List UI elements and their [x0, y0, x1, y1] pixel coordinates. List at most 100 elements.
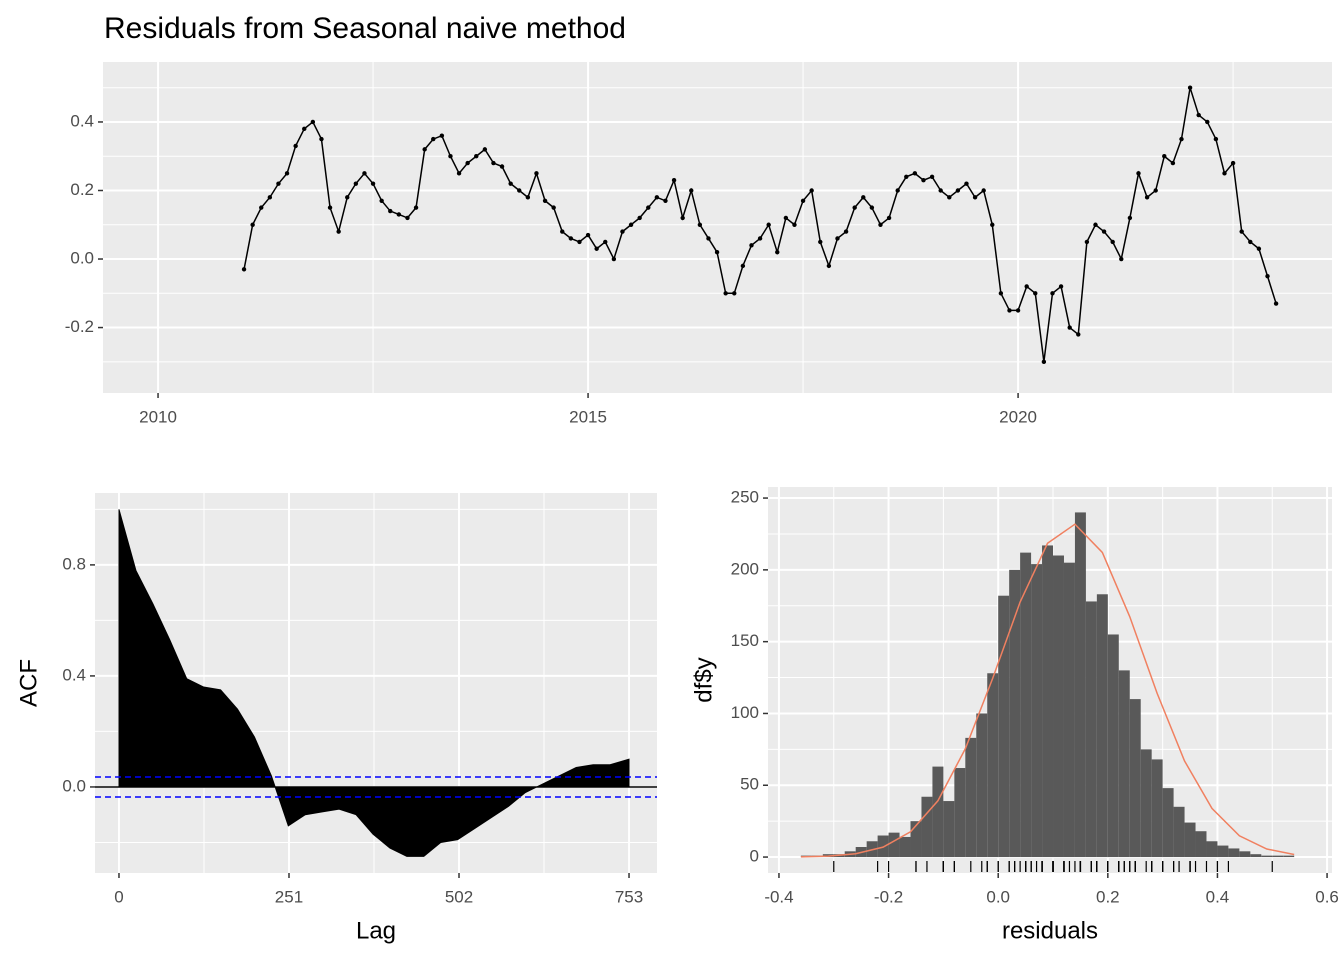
residual-point: [697, 222, 703, 227]
residual-point: [775, 249, 780, 255]
residual-point: [585, 232, 591, 238]
residual-point: [1007, 308, 1012, 313]
residual-point: [938, 188, 943, 193]
x-tick-label: 2010: [139, 407, 177, 426]
residual-point: [1076, 332, 1081, 337]
histogram-bar: [1250, 854, 1262, 858]
residual-point: [405, 215, 410, 221]
residual-point: [499, 164, 505, 169]
residual-point: [611, 256, 617, 262]
y-tick-label: 0.0: [70, 249, 94, 268]
residual-point: [972, 195, 978, 200]
y-tick-label: 200: [731, 559, 759, 578]
residual-point: [749, 243, 754, 248]
histogram-bar: [1173, 806, 1185, 858]
residual-point: [783, 215, 789, 221]
residual-point: [517, 188, 522, 193]
residual-point: [904, 174, 909, 179]
residual-point: [396, 212, 402, 217]
residual-point: [1265, 273, 1270, 279]
residual-point: [534, 171, 539, 176]
residual-point: [267, 195, 273, 200]
residual-point: [508, 181, 513, 186]
residual-point: [895, 188, 900, 193]
residual-point: [542, 198, 548, 203]
residual-point: [1144, 195, 1150, 200]
residual-point: [1256, 246, 1262, 251]
histogram-bar: [1063, 562, 1075, 858]
residual-point: [766, 222, 771, 227]
residual-point: [1196, 112, 1201, 118]
residual-point: [379, 198, 384, 203]
x-axis-label: residuals: [1002, 917, 1098, 944]
histogram-bar: [1074, 512, 1086, 858]
chart-title: Residuals from Seasonal naive method: [104, 12, 626, 45]
histogram-bar: [1239, 851, 1251, 858]
residual-point: [456, 171, 462, 176]
residual-point: [594, 246, 599, 251]
residual-point: [603, 239, 608, 245]
histogram-bar: [1053, 555, 1064, 858]
residual-point: [723, 291, 728, 296]
residual-point: [947, 195, 952, 200]
residual-point: [1067, 325, 1072, 330]
residual-point: [757, 236, 763, 241]
residual-point: [1119, 256, 1124, 262]
histogram-bar: [1228, 848, 1240, 858]
histogram-bar: [1206, 841, 1218, 858]
y-tick-label: 0.4: [70, 111, 94, 130]
residual-point: [1110, 239, 1115, 245]
residual-point: [990, 222, 995, 227]
residual-point: [663, 198, 668, 203]
histogram-bar: [1031, 564, 1043, 858]
residual-point: [1230, 160, 1236, 166]
histogram-bar: [1283, 855, 1295, 858]
residual-point: [439, 133, 445, 138]
x-tick-label: 0.4: [1206, 887, 1230, 906]
residual-point: [861, 195, 866, 200]
y-tick-label: 50: [740, 775, 759, 794]
residual-point: [1273, 301, 1279, 306]
histogram-bar: [1272, 855, 1284, 858]
y-tick-label: 0.8: [62, 554, 86, 573]
residual-point: [422, 147, 427, 152]
histogram-bar: [965, 737, 977, 858]
residual-point: [981, 188, 986, 193]
residual-point: [241, 267, 247, 272]
x-tick-label: -0.4: [764, 887, 793, 906]
residual-point: [1024, 284, 1029, 289]
residual-point: [1084, 239, 1090, 245]
histogram-bar: [1217, 845, 1229, 858]
residual-point: [276, 181, 281, 186]
density-curve: [800, 523, 1295, 858]
panel-background: [103, 62, 1332, 393]
x-tick-label: 2020: [999, 407, 1037, 426]
x-tick-label: 753: [615, 887, 643, 906]
residual-point: [388, 208, 393, 214]
residual-point: [1093, 222, 1098, 227]
residual-point: [714, 249, 720, 255]
histogram-bar: [1042, 545, 1054, 858]
residual-point: [336, 229, 341, 234]
residual-point: [1187, 85, 1193, 90]
histogram-bar: [1085, 601, 1097, 858]
residual-point: [921, 178, 926, 183]
residual-point: [1248, 239, 1253, 245]
y-tick-label: 0.2: [70, 180, 94, 199]
x-tick-label: 0.6: [1315, 887, 1339, 906]
y-tick-label: 0.4: [62, 665, 86, 684]
residual-point: [284, 171, 290, 176]
histogram-bar: [888, 832, 900, 858]
residual-point: [560, 229, 565, 234]
y-axis-label: ACF: [15, 659, 42, 707]
residual-point: [628, 222, 634, 227]
residual-point: [1162, 154, 1167, 159]
residual-point: [1239, 229, 1244, 234]
residual-point: [370, 181, 376, 186]
residual-point: [413, 205, 419, 210]
histogram-bar: [1140, 749, 1152, 858]
residual-point: [809, 188, 814, 193]
residual-point: [1205, 119, 1210, 125]
histogram-bar: [910, 821, 922, 858]
y-tick-label: 0: [750, 847, 759, 866]
